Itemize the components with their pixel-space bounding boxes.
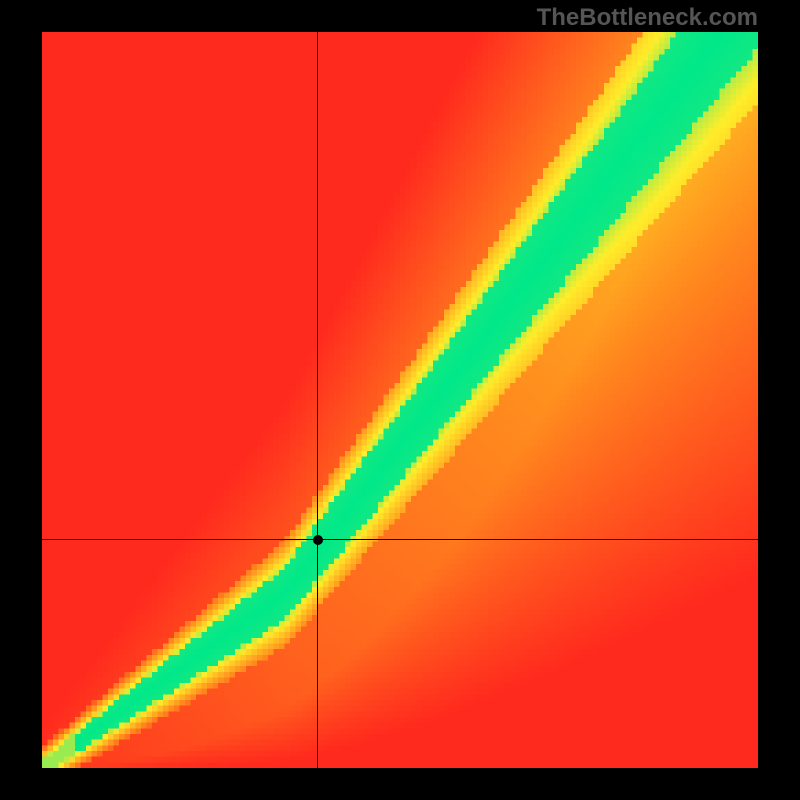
- plot-frame: [42, 32, 758, 768]
- crosshair-vertical: [317, 32, 318, 768]
- selection-marker[interactable]: [313, 535, 323, 545]
- crosshair-horizontal: [42, 539, 758, 540]
- watermark-text[interactable]: TheBottleneck.com: [537, 4, 758, 32]
- bottleneck-heatmap: [42, 32, 758, 768]
